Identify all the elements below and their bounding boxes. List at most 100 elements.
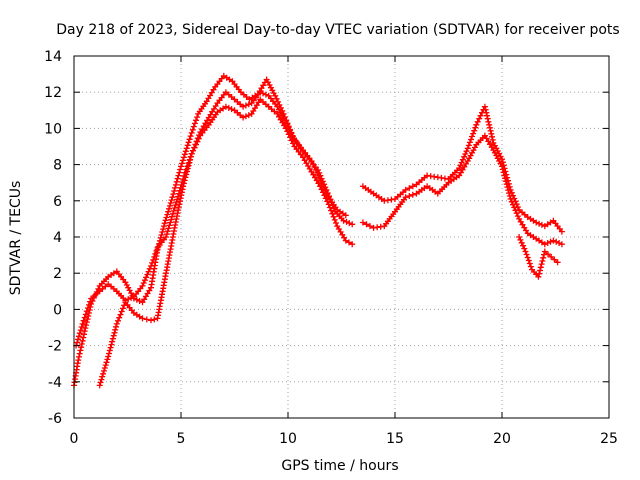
data-point-fill (165, 208, 172, 215)
data-point-fill (191, 120, 198, 127)
data-point-fill (189, 126, 196, 133)
data-point-fill (505, 187, 512, 194)
series-trace (362, 135, 563, 245)
data-point-fill (545, 251, 551, 258)
data-point (554, 259, 561, 266)
data-point (169, 194, 176, 201)
data-point-fill (514, 213, 521, 220)
data-point-fill (462, 151, 469, 157)
data-point-fill (99, 373, 106, 380)
data-point-fill (526, 260, 533, 267)
data-point-fill (185, 162, 192, 169)
y-tick-label: 6 (53, 194, 62, 210)
data-point-fill (179, 157, 186, 164)
data-point-fill (116, 314, 123, 321)
data-point-fill (486, 121, 493, 128)
data-point-fill (318, 186, 325, 193)
data-point-fill (87, 298, 94, 305)
data-point-fill (172, 184, 178, 191)
data-point-fill (472, 124, 479, 131)
data-point-fill (125, 296, 132, 303)
series-arc-f (516, 234, 561, 280)
data-point-fill (103, 359, 110, 366)
data-point-fill (166, 202, 173, 209)
data-point-fill (536, 270, 543, 277)
data-point-fill (183, 171, 190, 178)
data-point-fill (164, 228, 171, 235)
data-point-fill (109, 335, 116, 342)
data-point (550, 237, 557, 244)
data-point (139, 315, 146, 322)
data-point-fill (145, 268, 152, 275)
y-tick-label: -2 (48, 339, 62, 355)
data-point-fill (483, 109, 490, 116)
data-point (148, 263, 154, 269)
data-point-fill (367, 223, 373, 230)
data-point (558, 241, 565, 248)
data-point-fill (170, 191, 177, 198)
data-point-fill (506, 193, 513, 199)
data-point-fill (171, 188, 178, 194)
data-point-fill (466, 139, 473, 146)
data-point-fill (141, 277, 148, 284)
data-point-fill (172, 202, 179, 209)
data-point-fill (468, 136, 474, 143)
data-point-fill (167, 200, 174, 206)
data-point-fill (77, 327, 84, 334)
data-point (541, 248, 548, 255)
data-point-fill (539, 258, 546, 264)
data-point-fill (553, 238, 560, 245)
data-point-fill (527, 263, 534, 270)
data-point-fill (75, 336, 81, 343)
data-point-fill (489, 133, 495, 140)
data-point-fill (83, 319, 90, 326)
x-tick-label: 0 (70, 431, 79, 447)
series-arc-c (96, 96, 356, 389)
data-point-fill (164, 211, 171, 218)
data-point (163, 234, 169, 240)
data-point-fill (537, 267, 543, 274)
data-point-fill (457, 162, 464, 169)
data-point (481, 103, 488, 110)
data-point-fill (184, 168, 190, 175)
data-point-fill (260, 90, 266, 97)
data-point-fill (245, 101, 252, 108)
data-point (359, 219, 366, 226)
data-point (240, 103, 247, 110)
data-point-fill (290, 133, 296, 140)
data-point-fill (330, 213, 337, 220)
data-point-fill (406, 193, 413, 199)
data-point-fill (537, 264, 544, 271)
data-point-fill (463, 148, 470, 155)
data-point-fill (486, 124, 493, 131)
data-point-fill (242, 113, 249, 120)
data-point-fill (159, 229, 166, 235)
data-point-fill (540, 254, 547, 261)
data-point-fill (175, 207, 182, 214)
data-point-fill (78, 324, 85, 330)
data-point-fill (78, 341, 85, 347)
data-point-fill (406, 185, 413, 192)
data-point-fill (186, 159, 193, 166)
data-point-fill (242, 102, 249, 109)
data-point (456, 165, 463, 172)
data-point (516, 234, 523, 240)
data-point-fill (76, 330, 83, 337)
data-point (349, 221, 356, 228)
data-point-fill (484, 112, 490, 119)
data-point-fill (101, 367, 107, 374)
data-point (257, 89, 264, 96)
data-point-fill (329, 210, 336, 217)
chart-title: Day 218 of 2023, Sidereal Day-to-day VTE… (56, 22, 619, 38)
data-point-fill (520, 242, 526, 249)
data-point-fill (153, 247, 160, 254)
data-point-fill (82, 311, 89, 318)
data-point-fill (79, 337, 86, 344)
data-point-fill (489, 136, 496, 143)
data-point-fill (517, 236, 524, 243)
series-group (71, 72, 565, 389)
data-point-fill (165, 225, 172, 232)
data-point-fill (119, 305, 126, 312)
data-point-fill (98, 376, 105, 383)
x-tick-labels: 0 5 10 15 20 25 (70, 431, 618, 447)
